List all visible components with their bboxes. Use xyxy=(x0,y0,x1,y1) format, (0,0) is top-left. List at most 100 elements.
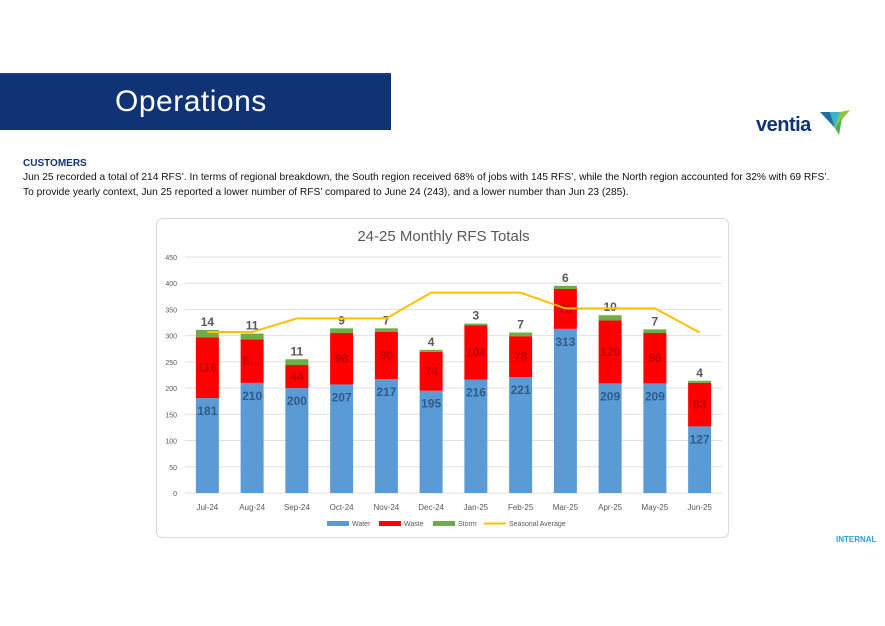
storm-bar xyxy=(509,332,533,337)
water-bar xyxy=(240,382,264,493)
x-tick-label: Jul-24 xyxy=(196,503,218,512)
title-banner: Operations xyxy=(0,73,391,130)
water-bar xyxy=(330,384,354,493)
storm-bar xyxy=(285,359,309,366)
water-bar xyxy=(464,379,488,493)
water-bar xyxy=(598,383,622,493)
y-tick-label: 400 xyxy=(165,281,177,288)
y-tick-label: 250 xyxy=(165,360,177,367)
y-tick-label: 350 xyxy=(165,307,177,314)
storm-bar xyxy=(419,349,443,352)
water-data-label: 221 xyxy=(511,383,531,397)
storm-data-label: 9 xyxy=(338,313,345,327)
storm-bar xyxy=(374,328,398,332)
waste-data-label: 120 xyxy=(600,345,620,359)
waste-data-label: 74 xyxy=(424,364,438,378)
waste-data-label: 96 xyxy=(648,351,662,365)
water-data-label: 195 xyxy=(421,397,441,411)
rfs-chart: 05010015020025030035040045018111614Jul-2… xyxy=(165,255,722,528)
x-tick-label: Feb-25 xyxy=(508,503,534,512)
water-data-label: 127 xyxy=(690,432,710,446)
waste-data-label: 90 xyxy=(380,349,394,363)
waste-bar xyxy=(598,320,622,384)
classification-label: INTERNAL xyxy=(836,535,877,544)
page-title: Operations xyxy=(115,85,267,118)
waste-data-label: 98 xyxy=(335,352,349,366)
storm-bar xyxy=(330,328,354,334)
y-tick-label: 50 xyxy=(169,465,177,472)
y-tick-label: 150 xyxy=(165,412,177,419)
y-tick-label: 300 xyxy=(165,334,177,341)
x-tick-label: Aug-24 xyxy=(239,503,265,512)
waste-bar xyxy=(643,333,667,384)
storm-data-label: 14 xyxy=(201,315,215,329)
y-tick-label: 450 xyxy=(165,255,177,262)
waste-bar xyxy=(285,365,309,389)
water-data-label: 313 xyxy=(555,335,575,349)
water-bar xyxy=(643,383,667,493)
legend-water-swatch xyxy=(327,521,349,526)
water-data-label: 210 xyxy=(242,389,262,403)
y-tick-label: 0 xyxy=(173,491,177,498)
storm-data-label: 7 xyxy=(652,314,659,328)
water-data-label: 209 xyxy=(600,389,620,403)
waste-bar xyxy=(464,325,488,380)
x-tick-label: Nov-24 xyxy=(373,503,399,512)
storm-bar xyxy=(688,380,712,383)
storm-data-label: 11 xyxy=(246,319,259,333)
chart-title: 24-25 Monthly RFS Totals xyxy=(357,228,530,245)
x-tick-label: Jan-25 xyxy=(464,503,489,512)
water-bar xyxy=(374,379,398,493)
waste-data-label: 78 xyxy=(514,350,528,364)
water-bar xyxy=(419,390,443,493)
waste-bar xyxy=(195,337,219,399)
waste-bar xyxy=(374,331,398,380)
storm-data-label: 7 xyxy=(517,318,524,332)
storm-data-label: 7 xyxy=(383,313,390,327)
water-data-label: 209 xyxy=(645,389,665,403)
storm-bar xyxy=(553,285,577,289)
waste-bar xyxy=(509,336,533,378)
waste-bar xyxy=(240,339,264,383)
water-bar xyxy=(285,388,309,493)
storm-bar xyxy=(240,333,264,340)
water-data-label: 207 xyxy=(332,390,352,404)
waste-data-label: 44 xyxy=(290,370,304,384)
waste-data-label: 116 xyxy=(198,361,218,375)
storm-data-label: 4 xyxy=(696,366,703,380)
storm-data-label: 3 xyxy=(473,309,480,323)
storm-bar xyxy=(464,323,488,326)
water-data-label: 217 xyxy=(376,385,396,399)
x-tick-label: Apr-25 xyxy=(598,503,623,512)
water-data-label: 216 xyxy=(466,386,486,400)
y-tick-label: 100 xyxy=(165,439,177,446)
legend-waste-label: Waste xyxy=(404,521,424,528)
water-bar xyxy=(688,426,712,493)
storm-data-label: 4 xyxy=(428,335,435,349)
y-tick-label: 200 xyxy=(165,386,177,393)
x-tick-label: Mar-25 xyxy=(553,503,579,512)
legend-storm-swatch xyxy=(433,521,455,526)
storm-bar xyxy=(643,329,667,334)
water-data-label: 181 xyxy=(197,404,217,418)
logo-wordmark: ventia xyxy=(756,114,811,136)
x-tick-label: Sep-24 xyxy=(284,503,310,512)
chart-container: 24-25 Monthly RFS Totals 0 50 100 150 200 250… xyxy=(156,218,729,538)
ventia-logo: ventia xyxy=(756,108,851,138)
waste-bar xyxy=(330,333,354,385)
x-tick-label: Oct-24 xyxy=(330,503,355,512)
summary-text: Jun 25 recorded a total of 214 RFS’. In … xyxy=(23,172,830,198)
legend-storm-label: Storm xyxy=(458,521,477,528)
water-bar xyxy=(509,377,533,493)
x-tick-label: Dec-24 xyxy=(418,503,444,512)
waste-bar xyxy=(419,351,443,391)
x-tick-label: Jun-25 xyxy=(687,503,712,512)
storm-data-label: 6 xyxy=(562,271,569,285)
storm-bar xyxy=(195,329,219,338)
x-tick-label: May-25 xyxy=(642,503,669,512)
legend-water-label: Water xyxy=(352,521,371,528)
storm-data-label: 11 xyxy=(291,344,304,358)
waste-data-label: 8… xyxy=(243,354,262,368)
logo-leaf-icon xyxy=(820,110,850,135)
waste-data-label: 83 xyxy=(693,398,707,412)
